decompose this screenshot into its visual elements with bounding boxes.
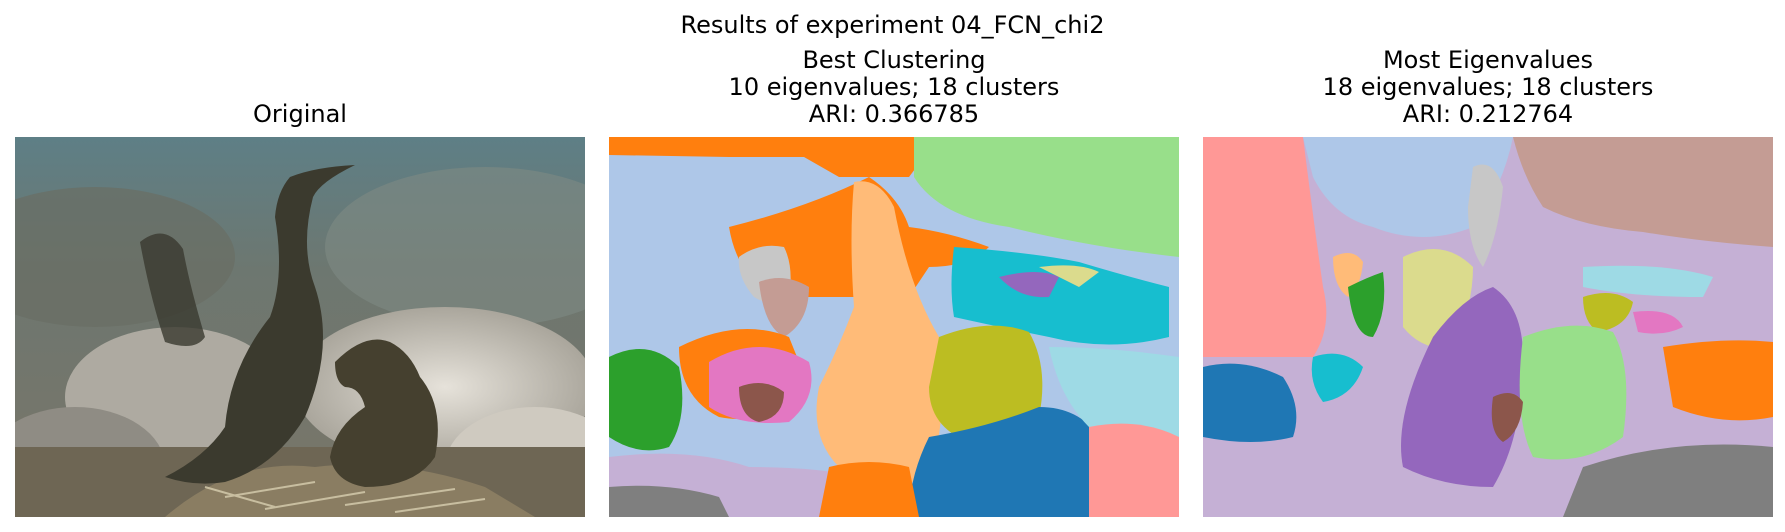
original-photo-panel [15, 137, 585, 517]
most-eigenvalues-panel [1203, 137, 1773, 517]
segment-blue [1203, 363, 1297, 442]
segment-bird [816, 181, 943, 485]
segment-purple [1401, 287, 1523, 487]
background-bird [140, 233, 205, 346]
segment-green-left [609, 349, 683, 451]
segment-olive [929, 325, 1043, 443]
best-clustering-panel [609, 137, 1179, 517]
most-eigenvalues-title-line-3: ARI: 0.212764 [1402, 100, 1574, 128]
most-eigenvalues-title-line-1: Most Eigenvalues [1382, 46, 1594, 74]
segment-light-green [1519, 325, 1627, 460]
sitting-cormorant [330, 339, 438, 487]
segment-pale-blue [1303, 137, 1513, 237]
segment-gray [1563, 444, 1773, 517]
standing-cormorant [165, 165, 355, 484]
figure-suptitle: Results of experiment 04_FCN_chi2 [680, 11, 1105, 39]
best-clustering-panel-title: Best Clustering 10 eigenvalues; 18 clust… [609, 47, 1179, 128]
segment-mauve [1513, 137, 1773, 247]
best-clustering-title-line-3: ARI: 0.366785 [808, 100, 980, 128]
segment-green-top [914, 137, 1179, 257]
segment-blue [909, 407, 1109, 517]
most-eigenvalues-panel-title: Most Eigenvalues 18 eigenvalues; 18 clus… [1203, 47, 1773, 128]
original-panel-title: Original [15, 101, 585, 128]
original-photo [15, 137, 585, 517]
best-clustering-title-line-1: Best Clustering [802, 46, 986, 74]
original-title-line-1: Original [253, 100, 347, 128]
nest [165, 464, 535, 517]
best-clustering-segmentation [609, 137, 1179, 517]
segment-cyan [951, 247, 1169, 345]
best-clustering-title-line-2: 10 eigenvalues; 18 clusters [728, 73, 1060, 101]
most-eigenvalues-title-line-2: 18 eigenvalues; 18 clusters [1322, 73, 1654, 101]
most-eigenvalues-segmentation [1203, 137, 1773, 517]
segment-orange [1663, 340, 1773, 421]
segment-salmon [1203, 137, 1327, 357]
